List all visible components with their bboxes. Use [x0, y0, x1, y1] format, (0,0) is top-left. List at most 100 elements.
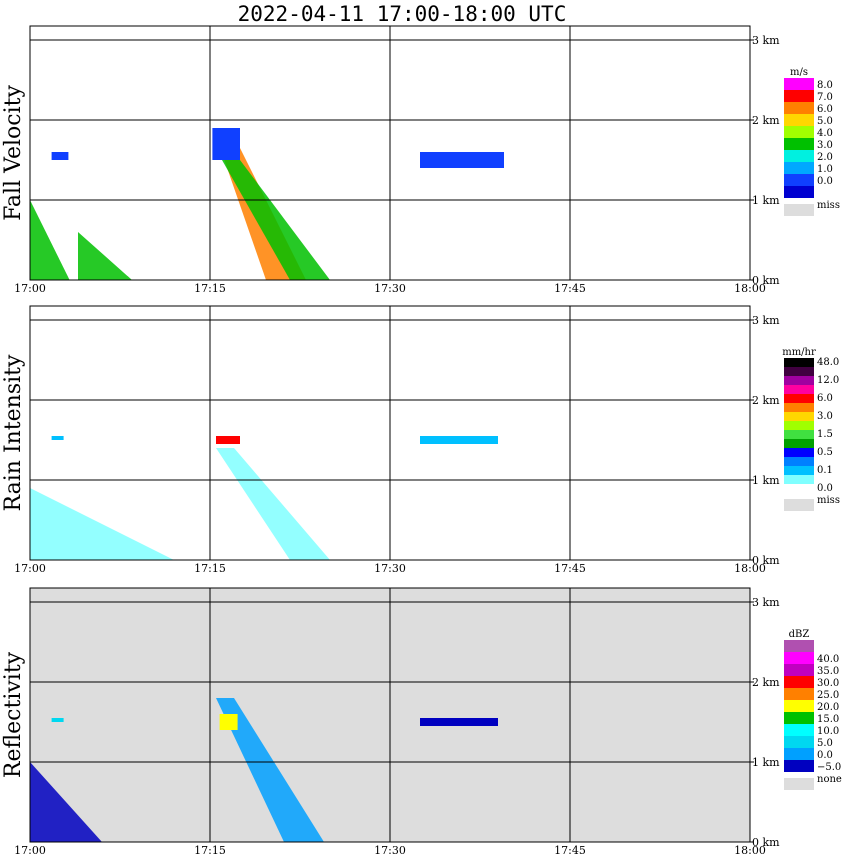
colorbar-swatch	[784, 676, 814, 688]
colorbar-label: 0.0	[817, 176, 833, 187]
colorbar-label: 40.0	[817, 654, 839, 665]
height-tick-label: 3 km	[752, 314, 780, 327]
figure-title: 2022-04-11 17:00-18:00 UTC	[238, 2, 567, 26]
echo-streak	[216, 698, 324, 842]
colorbar-swatch	[784, 412, 814, 421]
colorbar-swatch	[784, 652, 814, 664]
time-tick-label: 17:00	[14, 282, 46, 295]
panel-1: 0 km 1 km 2 km 3 km 17:00 17:15 17:30 17:45 18:0…	[1, 25, 840, 295]
echo-fill	[30, 200, 70, 280]
colorbar-label: 48.0	[817, 357, 839, 368]
time-tick-label: 17:45	[554, 844, 586, 857]
colorbar-swatch	[784, 403, 814, 412]
time-tick-label: 18:00	[734, 844, 766, 857]
panel-2: 0 km 1 km 2 km 3 km 17:00 17:15 17:30 17:45 18:0…	[1, 305, 840, 575]
colorbar-swatch	[784, 448, 814, 457]
colorbar-swatch	[784, 78, 814, 90]
colorbar-label: 8.0	[817, 80, 833, 91]
time-tick-label: 18:00	[734, 282, 766, 295]
height-tick-label: 2 km	[752, 114, 780, 127]
time-tick-label: 17:15	[194, 562, 226, 575]
height-tick-label: 2 km	[752, 394, 780, 407]
colorbar-swatch	[784, 664, 814, 676]
colorbar-label: 25.0	[817, 690, 839, 701]
time-tick-label: 17:15	[194, 844, 226, 857]
panel-label: Reflectivity	[1, 651, 26, 778]
time-tick-label: 18:00	[734, 562, 766, 575]
colorbar-swatch	[784, 114, 814, 126]
height-tick-label: 1 km	[752, 474, 780, 487]
missing-swatch	[784, 778, 814, 790]
missing-label: none	[817, 774, 842, 785]
colorbar-swatch	[784, 126, 814, 138]
height-tick-label: 1 km	[752, 194, 780, 207]
missing-swatch	[784, 204, 814, 216]
panel-label: Fall Velocity	[1, 85, 26, 221]
colorbar-swatch	[784, 475, 814, 484]
time-tick-label: 17:30	[374, 282, 406, 295]
height-tick-label: 2 km	[752, 676, 780, 689]
missing-swatch	[784, 499, 814, 511]
colorbar-label: 15.0	[817, 714, 839, 725]
plot-frame	[29, 305, 751, 561]
colorbar-swatch	[784, 174, 814, 186]
missing-label: miss	[817, 495, 840, 506]
colorbar-swatch	[784, 736, 814, 748]
colorbar-label: 5.0	[817, 738, 833, 749]
colorbar-swatch	[784, 430, 814, 439]
colorbar-swatch	[784, 186, 814, 198]
colorbar-label: 0.1	[817, 465, 833, 476]
missing-label: miss	[817, 200, 840, 211]
echo-blob	[51, 152, 69, 160]
time-tick-label: 17:30	[374, 562, 406, 575]
height-tick-label: 0 km	[752, 274, 780, 287]
colorbar-label: 1.5	[817, 429, 833, 440]
time-tick-label: 17:45	[554, 282, 586, 295]
echo-streak	[216, 448, 330, 560]
colorbar-label: 0.0	[817, 483, 833, 494]
height-tick-label: 0 km	[752, 836, 780, 849]
plot-frame	[29, 25, 751, 281]
echo-blob	[216, 436, 240, 444]
colorbar-swatch	[784, 457, 814, 466]
time-tick-label: 17:30	[374, 844, 406, 857]
colorbar-swatch	[784, 102, 814, 114]
colorbar-label: 30.0	[817, 678, 839, 689]
colorbar-label: 7.0	[817, 92, 833, 103]
height-tick-label: 1 km	[752, 756, 780, 769]
colorbar-swatch	[784, 466, 814, 475]
panel-label: Rain Intensity	[1, 354, 26, 511]
colorbar-label: 35.0	[817, 666, 839, 677]
colorbar-unit: dBZ	[789, 629, 810, 640]
colorbar-label: 0.0	[817, 750, 833, 761]
echo-streak	[222, 160, 330, 280]
colorbar-swatch	[784, 724, 814, 736]
colorbar-unit: m/s	[790, 67, 808, 78]
colorbar-label: −5.0	[817, 762, 841, 773]
colorbar-label: 6.0	[817, 393, 833, 404]
height-tick-label: 0 km	[752, 554, 780, 567]
colorbar-swatch	[784, 90, 814, 102]
echo-blob	[212, 128, 240, 160]
colorbar-swatch	[784, 439, 814, 448]
time-tick-label: 17:00	[14, 562, 46, 575]
colorbar-label: 20.0	[817, 702, 839, 713]
colorbar-label: 3.0	[817, 140, 833, 151]
colorbar-label: 2.0	[817, 152, 833, 163]
colorbar-swatch	[784, 760, 814, 772]
colorbar-swatch	[784, 748, 814, 760]
colorbar-swatch	[784, 162, 814, 174]
echo-blob	[420, 718, 498, 726]
panel-3: 0 km 1 km 2 km 3 km 17:00 17:15 17:30 17:45 18:0…	[1, 587, 842, 857]
colorbar-label: 0.5	[817, 447, 833, 458]
echo-blob	[219, 714, 238, 730]
colorbar-swatch	[784, 712, 814, 724]
colorbar-swatch	[784, 385, 814, 394]
height-tick-label: 3 km	[752, 596, 780, 609]
colorbar-swatch	[784, 367, 814, 376]
colorbar-swatch	[784, 640, 814, 652]
time-tick-label: 17:15	[194, 282, 226, 295]
echo-blob	[51, 436, 64, 440]
colorbar-label: 10.0	[817, 726, 839, 737]
